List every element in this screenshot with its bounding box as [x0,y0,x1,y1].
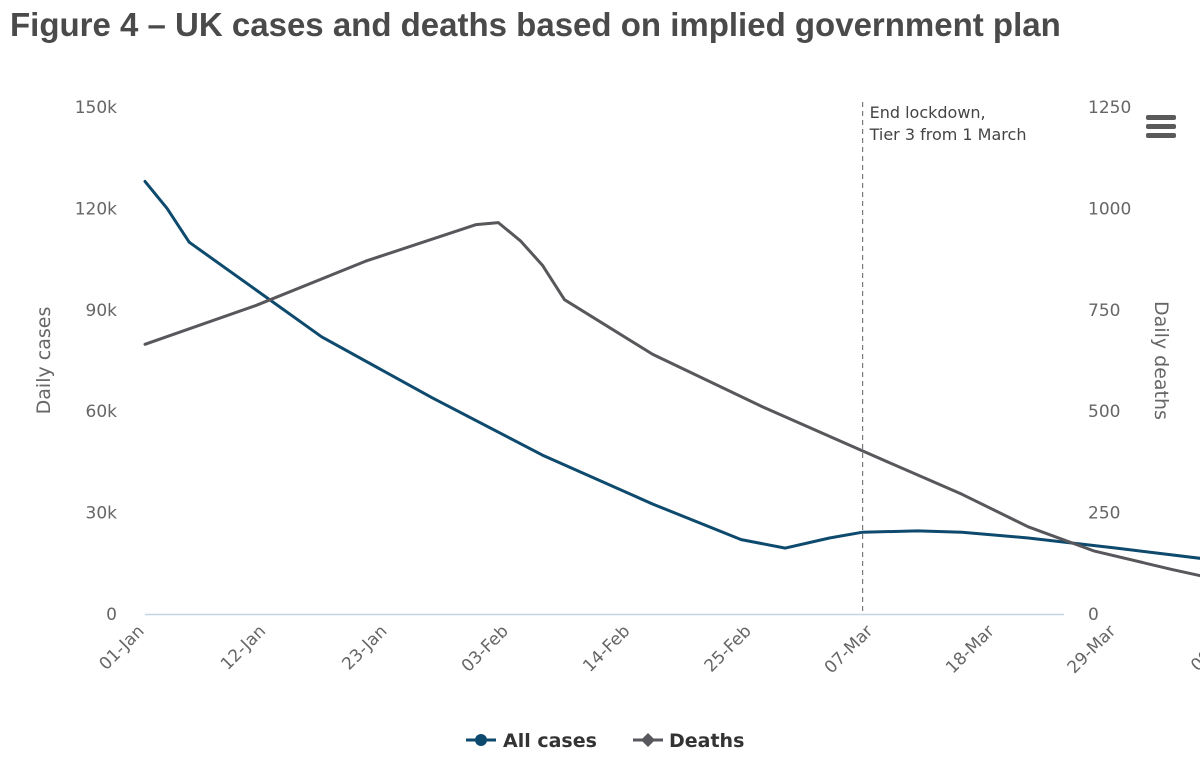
y-right-tick-label: 1000 [1088,199,1131,219]
y-right-tick-label: 0 [1088,605,1099,625]
y-left-tick-label: 150k [75,98,117,118]
x-tick-label: 29-Mar [1064,621,1120,677]
x-tick-label: 25-Feb [701,621,756,676]
y-left-tick-label: 0 [106,605,117,625]
y-left-tick-label: 30k [86,504,118,524]
series-line-deaths [143,221,1200,578]
y-left-axis-title: Daily cases [33,307,55,415]
y-right-tick-label: 750 [1088,301,1120,321]
x-tick-label: 03-Feb [458,621,513,676]
page-title: Figure 4 – UK cases and deaths based on … [10,6,1061,43]
x-tick-label: 18-Mar [942,621,998,677]
legend-cases-marker [475,734,487,746]
y-left-tick-label: 90k [86,301,118,321]
y-right-tick-label: 500 [1088,402,1120,422]
x-tick-label: 23-Jan [338,621,391,674]
legend-label-deaths: Deaths [669,730,744,752]
y-left-tick-label: 60k [86,402,118,422]
legend-label-all-cases: All cases [503,730,597,752]
x-tick-label: 14-Feb [579,621,634,676]
annotation-text: Tier 3 from 1 March [869,125,1027,144]
y-right-tick-label: 250 [1088,504,1120,524]
annotation-text: End lockdown, [870,103,986,122]
legend-deaths-marker [641,733,655,747]
y-right-axis-title: Daily deaths [1150,301,1172,420]
x-tick-label: 09-Apr [1187,621,1200,675]
y-left-tick-label: 120k [75,199,117,219]
series-line-all-cases [143,179,1200,560]
x-tick-label: 07-Mar [821,621,877,677]
hamburger-menu-icon[interactable] [1146,115,1176,141]
y-right-tick-label: 1250 [1088,98,1131,118]
x-tick-label: 01-Jan [96,621,149,674]
x-tick-label: 12-Jan [217,621,270,674]
